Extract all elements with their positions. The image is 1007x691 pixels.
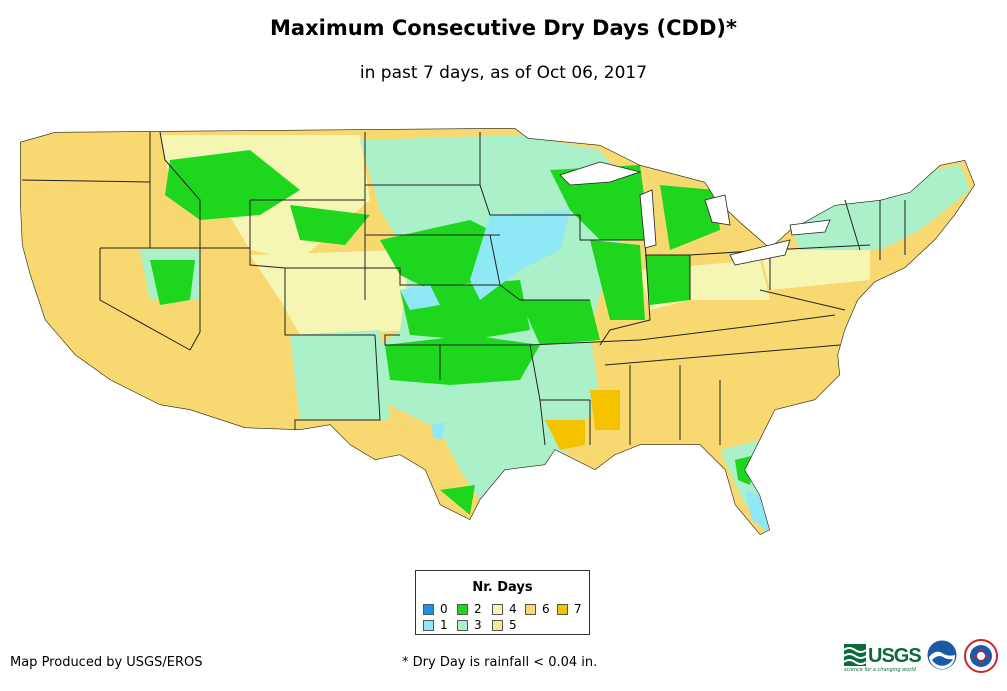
map-subtitle: in past 7 days, as of Oct 06, 2017 xyxy=(359,63,648,83)
legend-label-1: 1 xyxy=(440,618,448,632)
zone-1-iowa xyxy=(470,210,570,300)
legend-swatch-2 xyxy=(457,603,468,615)
zone-2-wyoming xyxy=(290,205,370,245)
legend-label-3: 3 xyxy=(474,618,482,632)
lake-superior xyxy=(559,161,642,186)
zone-4-colorado xyxy=(250,250,420,335)
legend-swatch-1 xyxy=(423,619,434,631)
legend-title: Nr. Days xyxy=(472,580,533,595)
lake-ontario xyxy=(789,219,831,236)
legend-label-6: 6 xyxy=(542,602,550,616)
legend-label-5: 5 xyxy=(509,618,517,632)
zone-7-mississippi xyxy=(590,390,620,430)
zone-2-montana xyxy=(165,150,300,220)
zone-2-indiana xyxy=(645,255,690,305)
zone-2-oklahoma xyxy=(385,335,540,385)
legend-swatch-7 xyxy=(557,603,568,615)
legend-item-3: 3 xyxy=(457,618,482,632)
zone-1-texas xyxy=(432,422,445,440)
producer-credit: Map Produced by USGS/EROS xyxy=(10,655,203,670)
great-lakes xyxy=(559,161,831,266)
legend-swatch-0 xyxy=(423,603,434,615)
zone-3-new-mexico xyxy=(290,330,390,420)
usgs-logo: USGS xyxy=(844,644,922,667)
usgs-wave-icon xyxy=(844,644,866,666)
zone-7-louisiana xyxy=(545,420,585,450)
legend-item-2: 2 xyxy=(457,602,482,616)
zone-2-texas-coast xyxy=(440,485,475,515)
noaa-logo-icon xyxy=(926,639,958,671)
lake-erie xyxy=(729,239,791,266)
legend-label-4: 4 xyxy=(509,602,517,616)
legend-label-7: 7 xyxy=(574,602,582,616)
lake-huron xyxy=(704,194,731,226)
zone-6-washington xyxy=(60,135,155,180)
legend: Nr. Days 0 1 2 3 4 5 6 xyxy=(415,570,590,635)
zone-1-kansas xyxy=(400,285,440,310)
map-title: Maximum Consecutive Dry Days (CDD)* xyxy=(270,16,737,40)
legend-item-5: 5 xyxy=(492,618,517,632)
legend-label-0: 0 xyxy=(440,602,448,616)
legend-item-6: 6 xyxy=(525,602,550,616)
usgs-wordmark: USGS xyxy=(868,645,922,667)
legend-item-7: 7 xyxy=(557,602,582,616)
zone-3-northeast xyxy=(780,165,970,250)
zone-4-pennsylvania xyxy=(760,245,870,290)
zone-2-illinois xyxy=(590,240,645,320)
legend-item-0: 0 xyxy=(423,602,448,616)
legend-swatch-3 xyxy=(457,619,468,631)
zone-2-nevada xyxy=(150,260,195,305)
nws-logo-icon xyxy=(964,639,998,673)
legend-swatch-5 xyxy=(492,619,503,631)
usgs-tagline: science for a changing world xyxy=(844,667,916,673)
cdd-shading xyxy=(20,128,975,535)
legend-label-2: 2 xyxy=(474,602,482,616)
dry-day-footnote: * Dry Day is rainfall < 0.04 in. xyxy=(402,655,598,670)
legend-swatch-4 xyxy=(492,603,503,615)
legend-swatch-6 xyxy=(525,603,536,615)
agency-logos: USGS science for a changing world xyxy=(840,636,1000,682)
legend-item-1: 1 xyxy=(423,618,448,632)
legend-item-4: 4 xyxy=(492,602,517,616)
lake-michigan xyxy=(639,189,657,249)
zone-2-missouri xyxy=(520,300,600,345)
